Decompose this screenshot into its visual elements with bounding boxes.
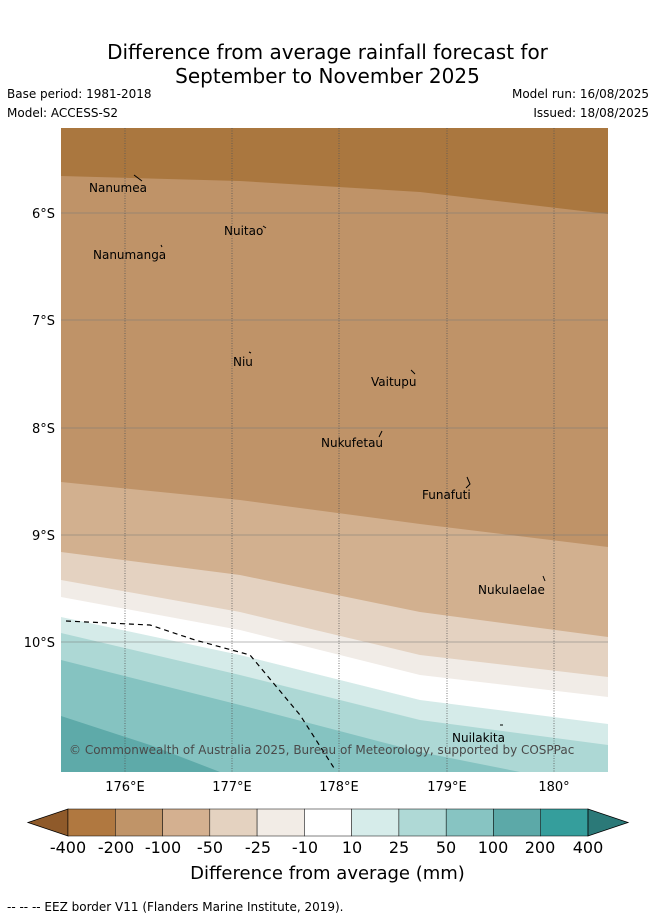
niu-island-icon (248, 351, 252, 354)
colorbar-swatch (162, 808, 211, 837)
place-label: Nukufetau (321, 436, 383, 450)
islands (133, 174, 546, 726)
colorbar-swatch (115, 808, 163, 837)
base-period: Base period: 1981-2018 (7, 87, 152, 101)
place-label: Funafuti (422, 488, 471, 502)
lon-axis-labels: 176°E 177°E 178°E 179°E 180° (105, 780, 569, 795)
place-label: Niu (233, 355, 253, 369)
place-label: Nanumanga (93, 248, 166, 262)
nukufetau-island-icon (378, 430, 383, 438)
colorbar-tick: 200 (524, 838, 556, 857)
place-label: Vaitupu (371, 375, 417, 389)
colorbar-swatch (351, 808, 400, 837)
lat-tick-label: 8°S (32, 422, 55, 437)
colorbar-swatch (256, 808, 305, 837)
colorbar-tick: 100 (477, 838, 509, 857)
band-plus-50 (61, 660, 520, 772)
lon-tick-label: 179°E (427, 780, 467, 795)
colorbar-swatch (67, 808, 116, 837)
rainfall-bands (61, 128, 608, 772)
colorbar-swatch (398, 808, 447, 837)
issued-date: Issued: 18/08/2025 (533, 106, 649, 120)
colorbar-label: Difference from average (mm) (190, 863, 465, 884)
lon-tick-label: 180° (538, 780, 569, 795)
lat-tick-label: 9°S (32, 529, 55, 544)
nanumea-island-icon (133, 174, 143, 182)
funafuti-island-icon (465, 476, 471, 489)
place-label: Nuilakita (452, 731, 505, 745)
place-label: Nanumea (89, 181, 147, 195)
map-title: Difference from average rainfall forecas… (0, 40, 655, 88)
colorbar-tick: 50 (435, 838, 457, 857)
colorbar (26, 808, 630, 837)
eez-footnote: -- -- -- EEZ border V11 (Flanders Marine… (7, 900, 344, 914)
lon-tick-label: 176°E (105, 780, 145, 795)
band-plus-100 (61, 716, 220, 772)
place-labels: Nanumea Nuitao Nanumanga Niu Vaitupu Nuk… (89, 181, 545, 745)
colorbar-tick: -400 (49, 838, 87, 857)
colorbar-swatch (493, 808, 541, 837)
colorbar-tick: 25 (388, 838, 410, 857)
place-label: Nukulaelae (478, 583, 545, 597)
colorbar-tick: -200 (97, 838, 135, 857)
colorbar-tick: -100 (144, 838, 182, 857)
colorbar-swatch (540, 808, 589, 837)
nuitao-island-icon (262, 225, 267, 229)
lat-tick-label: 6°S (32, 207, 55, 222)
vaitupu-island-icon (410, 369, 416, 375)
nukulaelae-island-icon (542, 575, 546, 582)
colorbar-extend-high (587, 808, 630, 837)
colorbar-swatch (304, 808, 352, 837)
nanumanga-island-icon (160, 244, 163, 248)
colorbar-extend-low (26, 808, 69, 837)
colorbar-swatch (445, 808, 494, 837)
lat-axis-labels: 6°S 7°S 8°S 9°S 10°S (24, 207, 55, 651)
graticule (61, 128, 608, 772)
lon-tick-label: 178°E (319, 780, 359, 795)
model-run: Model run: 16/08/2025 (511, 87, 649, 101)
colorbar-tick: 400 (572, 838, 604, 857)
colorbar-tick: 10 (341, 838, 363, 857)
colorbar-swatch (209, 808, 258, 837)
lat-tick-label: 7°S (32, 314, 55, 329)
title-line-1: Difference from average rainfall forecas… (107, 40, 548, 64)
model-name: Model: ACCESS-S2 (7, 106, 119, 120)
place-label: Nuitao (224, 224, 263, 238)
colorbar-tick: -25 (244, 838, 272, 857)
colorbar-tick: -50 (196, 838, 224, 857)
lon-tick-label: 177°E (212, 780, 252, 795)
title-line-2: September to November 2025 (175, 64, 480, 88)
copyright-notice: © Commonwealth of Australia 2025, Bureau… (69, 743, 574, 757)
colorbar-tick: -10 (291, 838, 319, 857)
lat-tick-label: 10°S (24, 636, 55, 651)
